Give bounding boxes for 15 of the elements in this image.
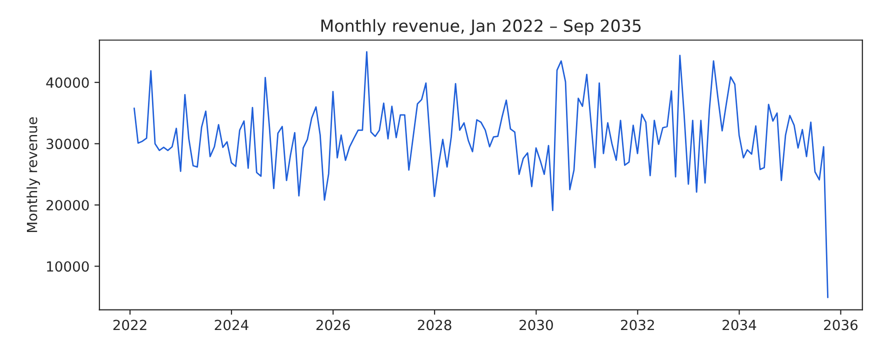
x-tick-label: 2022 <box>113 320 146 330</box>
x-tick-label: 2036 <box>824 320 858 330</box>
y-tick-label: 20000 <box>46 200 89 210</box>
line-series <box>133 51 828 298</box>
x-tick-label: 2028 <box>418 320 452 330</box>
y-tick-label: 10000 <box>47 261 89 272</box>
x-tick-label: 2032 <box>620 320 654 330</box>
y-tick-label: 40000 <box>46 77 89 88</box>
x-tick-label: 2024 <box>214 320 248 330</box>
y-axis-title: Monthly revenue <box>26 117 40 232</box>
x-tick-label: 2034 <box>722 320 756 330</box>
x-tick-label: 2030 <box>520 320 553 330</box>
chart-title: Monthly revenue, Jan 2022 – Sep 2035 <box>321 19 641 36</box>
x-tick-label: 2026 <box>316 320 350 330</box>
y-tick-label: 30000 <box>46 138 89 150</box>
